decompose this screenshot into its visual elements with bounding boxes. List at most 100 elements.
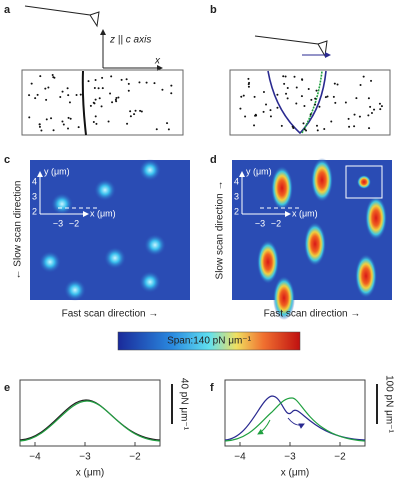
panel-label: a bbox=[4, 4, 11, 16]
dot bbox=[307, 88, 310, 91]
dot bbox=[324, 96, 327, 99]
dot bbox=[68, 101, 71, 104]
panel-label: b bbox=[210, 4, 217, 16]
scale-label: 40 pN μm⁻¹ bbox=[178, 378, 189, 431]
dot bbox=[67, 127, 70, 130]
axis-label: x (μm) bbox=[292, 208, 318, 218]
blob bbox=[64, 279, 86, 301]
dot bbox=[276, 106, 279, 109]
dot bbox=[97, 87, 100, 90]
dot bbox=[355, 97, 358, 100]
dot bbox=[295, 86, 298, 89]
dot bbox=[301, 78, 304, 81]
dot bbox=[94, 115, 97, 118]
dot bbox=[117, 96, 120, 99]
dot bbox=[316, 129, 319, 132]
dot bbox=[30, 82, 33, 85]
dot bbox=[370, 79, 373, 82]
dot bbox=[265, 103, 268, 106]
dot bbox=[140, 110, 143, 113]
plot-frame bbox=[224, 379, 366, 447]
tick-label: −3 bbox=[53, 218, 63, 228]
dot bbox=[101, 87, 104, 90]
axis-label: y (μm) bbox=[246, 166, 272, 176]
dot bbox=[127, 89, 130, 92]
dot bbox=[269, 109, 272, 112]
dot bbox=[66, 87, 69, 90]
dot bbox=[129, 115, 132, 118]
dot bbox=[114, 98, 117, 101]
tick-label: 4 bbox=[32, 176, 37, 186]
blob bbox=[139, 271, 161, 293]
cantilever bbox=[254, 35, 328, 58]
dot bbox=[334, 101, 337, 104]
dot bbox=[378, 102, 381, 105]
axis-label: x (μm) bbox=[76, 468, 105, 479]
dot bbox=[336, 83, 339, 86]
blob bbox=[311, 158, 333, 202]
dot bbox=[126, 122, 129, 125]
dot bbox=[110, 75, 113, 78]
tick-label: 2 bbox=[234, 206, 239, 216]
dot bbox=[34, 97, 37, 100]
tick-label: 3 bbox=[32, 191, 37, 201]
curve bbox=[19, 400, 161, 442]
domain-wall bbox=[267, 70, 327, 135]
dot bbox=[61, 90, 64, 93]
plot-frame bbox=[19, 379, 161, 447]
dot bbox=[239, 107, 242, 110]
scan-label: Fast scan direction → bbox=[264, 309, 361, 320]
dot bbox=[38, 123, 41, 126]
dot bbox=[303, 104, 306, 107]
dot bbox=[295, 102, 298, 105]
dot bbox=[44, 87, 47, 90]
dot bbox=[362, 75, 365, 78]
dot bbox=[28, 116, 31, 119]
dot bbox=[348, 125, 351, 128]
dot bbox=[253, 124, 256, 127]
dot bbox=[45, 118, 48, 121]
panel-label: f bbox=[210, 382, 214, 394]
dot bbox=[75, 94, 78, 97]
curve bbox=[224, 395, 366, 441]
dot bbox=[368, 127, 371, 130]
blob bbox=[104, 247, 126, 269]
dot bbox=[167, 128, 170, 131]
dot bbox=[326, 95, 329, 98]
dot bbox=[280, 124, 283, 127]
dot bbox=[315, 89, 318, 92]
dot bbox=[309, 113, 312, 116]
dot bbox=[285, 92, 288, 95]
axis-label: x (μm) bbox=[281, 468, 310, 479]
blobs bbox=[39, 159, 166, 301]
dot bbox=[94, 79, 97, 82]
panel-label: e bbox=[4, 382, 10, 394]
dot bbox=[380, 105, 383, 108]
dot bbox=[369, 105, 372, 108]
dot bbox=[36, 93, 39, 96]
dot bbox=[242, 94, 245, 97]
dot bbox=[269, 115, 272, 118]
tick-label: −2 bbox=[69, 218, 79, 228]
blob bbox=[304, 222, 326, 266]
dot bbox=[293, 75, 296, 78]
panel-label: c bbox=[4, 154, 10, 166]
dot bbox=[282, 75, 285, 78]
dot bbox=[353, 113, 356, 116]
dot bbox=[276, 93, 279, 96]
dot bbox=[125, 78, 128, 81]
axis-label: x bbox=[154, 56, 161, 67]
dot bbox=[77, 126, 80, 129]
dot bbox=[358, 115, 361, 118]
dot bbox=[262, 91, 265, 94]
dot bbox=[52, 76, 55, 79]
inset-blob bbox=[357, 175, 371, 189]
direction-arrow bbox=[257, 419, 271, 435]
dot bbox=[115, 100, 118, 103]
dots bbox=[239, 75, 383, 132]
dot bbox=[283, 82, 286, 85]
scale-label: 100 pN μm⁻¹ bbox=[383, 375, 394, 433]
dot bbox=[39, 75, 42, 78]
tick-label: 2 bbox=[32, 206, 37, 216]
dot bbox=[310, 98, 313, 101]
